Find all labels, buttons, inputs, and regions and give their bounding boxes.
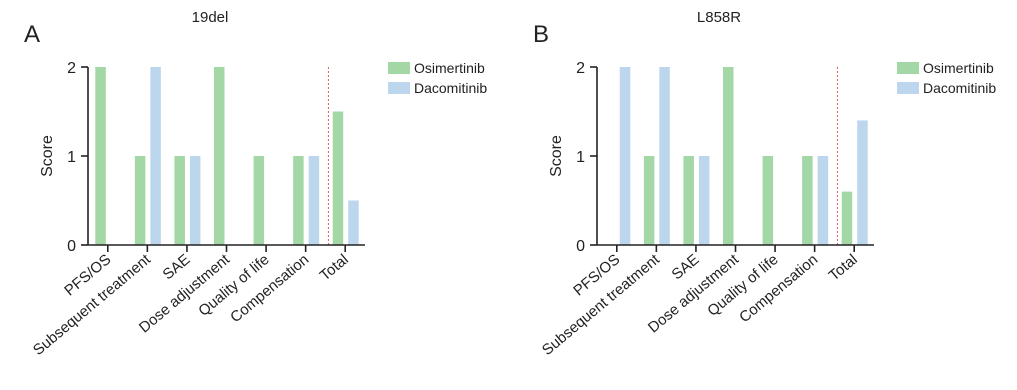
bar-osimertinib-quality-of-life bbox=[253, 156, 265, 245]
y-tick-label-1: 1 bbox=[576, 149, 585, 166]
bar-dacomitinib-total bbox=[348, 200, 359, 245]
bar-dacomitinib-sae bbox=[698, 156, 710, 245]
y-tick-label-0: 0 bbox=[576, 238, 585, 255]
bar-osimertinib-subsequent-treatment bbox=[643, 156, 655, 245]
bar-osimertinib-dose-adjustment bbox=[723, 67, 734, 245]
legend-swatch-dacomitinib bbox=[897, 82, 919, 94]
chart-title: 19del bbox=[192, 9, 229, 26]
bar-dacomitinib-sae bbox=[189, 156, 201, 245]
x-tick-label-total: Total bbox=[826, 251, 861, 284]
panel-letter: A bbox=[24, 21, 40, 48]
bar-osimertinib-total bbox=[332, 111, 344, 245]
bar-dacomitinib-subsequent-treatment bbox=[659, 67, 670, 245]
legend-swatch-dacomitinib bbox=[388, 82, 410, 94]
bar-dacomitinib-subsequent-treatment bbox=[150, 67, 161, 245]
bar-dacomitinib-pfs-os bbox=[619, 67, 631, 245]
bar-osimertinib-compensation bbox=[802, 156, 813, 245]
bar-osimertinib-quality-of-life bbox=[762, 156, 774, 245]
y-tick-label-0: 0 bbox=[67, 238, 76, 255]
legend-label-dacomitinib: Dacomitinib bbox=[414, 80, 487, 96]
bar-osimertinib-sae bbox=[174, 156, 185, 245]
bar-dacomitinib-total bbox=[857, 120, 868, 245]
x-tick-label-total: Total bbox=[317, 251, 352, 284]
bar-dacomitinib-compensation bbox=[308, 156, 320, 245]
chart-panel-b: B L858R Score 0 1 2 PFS/OS Subsequent treatment… bbox=[509, 0, 1017, 390]
chart-panel-a: A 19del Score 0 1 2 PFS/OS Subsequent treatment… bbox=[0, 0, 508, 390]
bar-osimertinib-compensation bbox=[293, 156, 304, 245]
legend-swatch-osimertinib bbox=[388, 62, 410, 74]
y-axis-label: Score bbox=[548, 135, 565, 177]
legend-label-osimertinib: Osimertinib bbox=[923, 60, 994, 76]
chart-title: L858R bbox=[697, 9, 741, 26]
bar-osimertinib-subsequent-treatment bbox=[134, 156, 146, 245]
y-tick-label-2: 2 bbox=[67, 60, 76, 77]
bar-osimertinib-total bbox=[841, 191, 853, 245]
legend-label-osimertinib: Osimertinib bbox=[414, 60, 485, 76]
bar-osimertinib-sae bbox=[683, 156, 694, 245]
panel-letter: B bbox=[533, 21, 549, 48]
y-axis-label: Score bbox=[39, 135, 56, 177]
y-tick-label-1: 1 bbox=[67, 149, 76, 166]
legend-swatch-osimertinib bbox=[897, 62, 919, 74]
bar-osimertinib-pfs-os bbox=[95, 67, 106, 245]
bar-osimertinib-dose-adjustment bbox=[214, 67, 225, 245]
bar-dacomitinib-compensation bbox=[817, 156, 829, 245]
legend-label-dacomitinib: Dacomitinib bbox=[923, 80, 996, 96]
y-tick-label-2: 2 bbox=[576, 60, 585, 77]
